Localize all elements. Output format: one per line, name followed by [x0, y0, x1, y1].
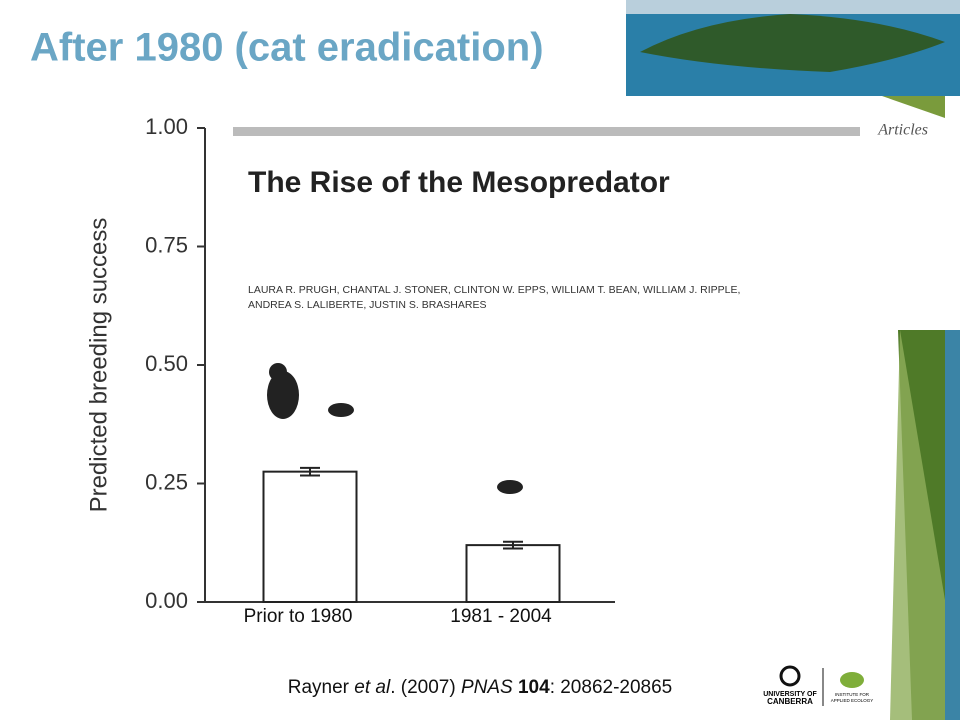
article-title: The Rise of the Mesopredator — [248, 166, 670, 199]
x-tick-label: Prior to 1980 — [244, 606, 353, 627]
logo-text: UNIVERSITY OF — [763, 691, 817, 698]
error-bar — [300, 466, 320, 477]
article-authors: ANDREA S. LALIBERTE, JUSTIN S. BRASHARES — [248, 299, 486, 311]
citation-part: : 20862-20865 — [550, 677, 673, 698]
logo-text: INSTITUTE FOR — [835, 692, 870, 697]
slide-title: After 1980 (cat eradication) — [30, 26, 544, 70]
x-tick-label: 1981 - 2004 — [450, 606, 552, 627]
logo-text: APPLIED ECOLOGY — [831, 698, 874, 703]
y-tick-label: 1.00 — [145, 114, 188, 139]
citation-part: PNAS — [461, 677, 513, 698]
bar — [465, 544, 561, 603]
citation-part: et al — [354, 677, 391, 698]
citation-part: . (2007) — [390, 677, 461, 698]
citation: Rayner et al. (2007) PNAS 104: 20862-208… — [288, 677, 673, 698]
article-rule — [233, 127, 860, 136]
logos: UNIVERSITY OF CANBERRA INSTITUTE FOR APP… — [763, 665, 874, 706]
article-section: Articles — [877, 122, 928, 139]
y-tick-label: 0.75 — [145, 232, 188, 257]
logo-text: CANBERRA — [767, 697, 813, 706]
citation-part: 104 — [518, 677, 550, 698]
citation-part: Rayner — [288, 677, 355, 698]
y-tick-label: 0.25 — [145, 469, 188, 494]
island-photo — [626, 0, 960, 96]
side-decoration — [882, 96, 960, 720]
y-tick-label: 0.00 — [145, 588, 188, 613]
animal-icons — [267, 363, 523, 494]
y-tick-label: 0.50 — [145, 351, 188, 376]
article-authors: LAURA R. PRUGH, CHANTAL J. STONER, CLINT… — [248, 284, 740, 296]
bar — [262, 470, 358, 603]
error-bar — [503, 540, 523, 550]
y-axis-label: Predicted breeding success — [85, 218, 112, 513]
